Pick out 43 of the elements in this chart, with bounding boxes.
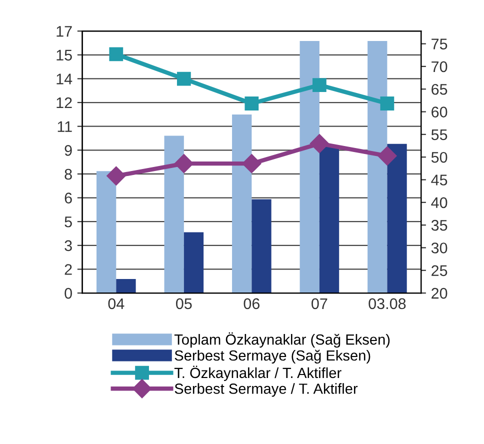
y-tick-label: 12: [56, 97, 72, 108]
y2-tick-label: 40: [431, 197, 448, 208]
legend-label: T. Özkaynaklar / T. Aktifler: [174, 366, 342, 381]
y2-tick-label: 70: [432, 61, 448, 72]
y2-tick-label: 25: [432, 265, 448, 276]
y-tick-label: 15: [56, 50, 72, 61]
y2-tick-label: 35: [431, 220, 448, 231]
point: [312, 78, 326, 92]
point: [176, 72, 191, 86]
y2-tick-label: 45: [431, 174, 448, 186]
legend-label: Serbest Sermaye / T. Aktifler: [174, 383, 358, 397]
point: [244, 96, 259, 110]
legend-label: Serbest Sermaye (Sağ Eksen): [174, 350, 370, 364]
y-tick-label: 5: [64, 216, 72, 228]
point: [242, 154, 262, 174]
y-tick-label: 11: [58, 121, 72, 132]
y-tick-label: 9: [64, 145, 72, 156]
legend-label: Toplam Özkaynaklar (Sağ Eksen): [174, 332, 390, 348]
x-tick-label: 06: [244, 298, 260, 310]
y2-tick-label: 60: [432, 106, 448, 118]
y-tick-label: 14: [56, 74, 72, 84]
y-tick-label: 6: [64, 192, 72, 204]
point: [380, 96, 394, 110]
y2-tick-label: 30: [431, 242, 448, 254]
x-tick-label: 05: [176, 298, 192, 310]
y2-tick-label: 55: [431, 129, 448, 140]
y-tick-label: 0: [64, 288, 72, 299]
x-tick-label: 04: [108, 298, 124, 310]
y-tick-label: 8: [64, 168, 72, 180]
x-tick-label: 03.08: [368, 298, 406, 310]
point: [109, 47, 124, 62]
y2-tick-label: 65: [432, 84, 448, 95]
y-tick-label: 2: [64, 264, 72, 275]
x-tick-label: 07: [312, 298, 328, 310]
y2-tick-label: 20: [432, 288, 448, 299]
y2-tick-label: 50: [431, 152, 448, 163]
point: [310, 134, 329, 154]
point: [378, 146, 397, 166]
point: [106, 166, 126, 186]
y-tick-label: 3: [64, 240, 72, 252]
point: [174, 154, 194, 174]
y-tick-label: 17: [56, 26, 72, 37]
y2-tick-label: 75: [432, 38, 448, 50]
